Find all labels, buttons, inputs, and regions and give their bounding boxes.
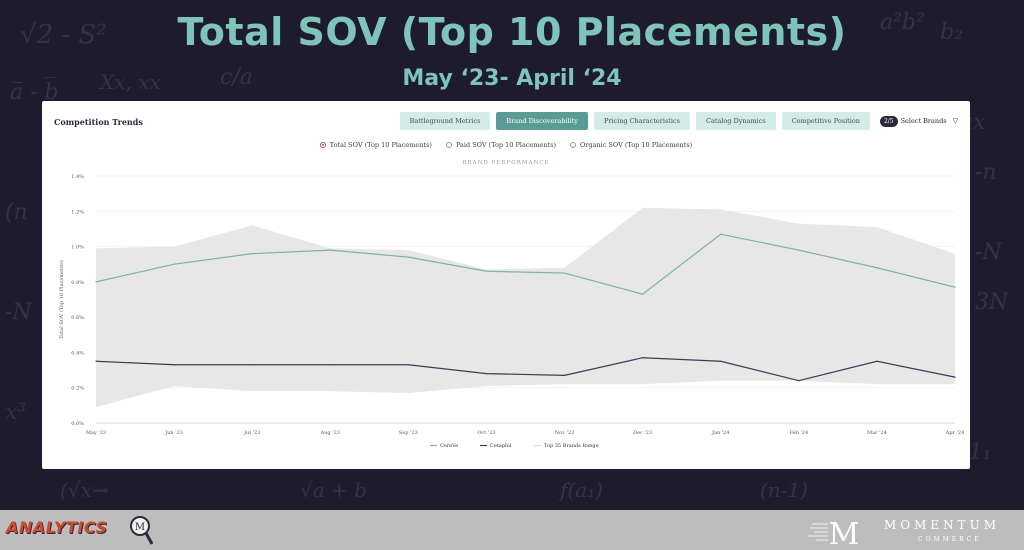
data-point-cetaphil	[407, 364, 409, 366]
y-tick-label: 0.8%	[71, 280, 84, 286]
footer-bar: ANALYTICS M M MOMENTUM COMMERCE	[0, 510, 1024, 550]
x-tick-label: Jun '23	[164, 430, 183, 436]
slide-subtitle: May ‘23- April ‘24	[402, 66, 622, 91]
x-tick-label: Sep '23	[399, 430, 418, 436]
brand-count-badge: 2/5	[879, 115, 898, 127]
y-tick-label: 1.0%	[71, 245, 84, 251]
data-point-cetaphil	[485, 373, 488, 375]
slide-title: Total SOV (Top 10 Placements)	[177, 10, 847, 54]
tab-pricing-characteristics[interactable]: Pricing Characteristics	[593, 112, 690, 130]
chart-title: BRAND PERFORMANCE	[462, 160, 550, 166]
data-point-cerave	[798, 249, 800, 251]
data-point-cetaphil	[954, 376, 956, 378]
y-tick-label: 1.2%	[71, 209, 84, 215]
range-band	[96, 207, 955, 408]
data-point-cerave	[407, 256, 409, 258]
brand-performance-chart: 0.0% 0.2% 0.4% 0.6% 0.8% 1.0% 1.2% 1.4% May '23 J…	[58, 174, 965, 449]
legend-label: CeraVe	[440, 443, 458, 449]
select-brands-label: Select Brands	[900, 117, 947, 125]
svg-text:M: M	[135, 522, 145, 533]
series-line-cerave	[95, 233, 956, 295]
tab-brand-discoverability[interactable]: Brand Discoverability	[496, 112, 588, 130]
data-point-cetaphil	[876, 360, 878, 362]
data-point-cerave	[485, 270, 488, 272]
data-point-cerave	[563, 272, 566, 274]
data-point-cetaphil	[329, 364, 331, 366]
x-tick-label: Jul '23	[243, 430, 260, 436]
tab-competitive-position[interactable]: Competitive Position	[781, 112, 870, 130]
legend-label: Cetaphil	[490, 443, 512, 449]
radio-paid-sov[interactable]: Paid SOV (Top 10 Placements)	[445, 141, 556, 149]
data-point-cetaphil	[95, 360, 97, 362]
data-point-cerave	[329, 249, 331, 251]
company-subtitle: COMMERCE	[918, 536, 982, 543]
x-tick-label: Mar '24	[867, 430, 887, 436]
metric-radio-group: Total SOV (Top 10 Placements) Paid SOV (…	[42, 141, 970, 149]
y-tick-label: 0.0%	[71, 421, 84, 427]
analytics-logo: ANALYTICS	[6, 518, 108, 537]
data-point-cerave	[251, 253, 253, 255]
radio-label: Paid SOV (Top 10 Placements)	[455, 141, 556, 149]
tab-bar: Battleground Metrics Brand Discoverabili…	[399, 112, 958, 130]
data-point-cerave	[95, 281, 97, 283]
select-brands-dropdown[interactable]: 2/5 Select Brands ▽	[876, 115, 958, 127]
data-point-cerave	[876, 267, 878, 269]
radio-total-sov[interactable]: Total SOV (Top 10 Placements)	[319, 141, 432, 149]
y-tick-label: 0.2%	[71, 386, 84, 392]
data-point-cetaphil	[563, 374, 566, 376]
data-point-cerave	[642, 293, 644, 295]
y-axis-label: Total SOV (Top 10 Placements)	[58, 260, 65, 339]
x-tick-label: Jan '24	[711, 430, 730, 436]
data-point-cerave	[954, 286, 956, 288]
data-point-cerave	[173, 263, 175, 265]
y-tick-label: 0.4%	[71, 350, 84, 356]
radio-dot-icon	[319, 142, 326, 148]
y-tick-label: 0.6%	[71, 315, 84, 321]
series-line-cetaphil	[95, 357, 956, 382]
tab-battleground-metrics[interactable]: Battleground Metrics	[399, 112, 491, 130]
radio-label: Organic SOV (Top 10 Placements)	[579, 141, 693, 149]
x-tick-label: Feb '24	[789, 430, 808, 436]
data-point-cetaphil	[720, 360, 722, 362]
radio-dot-icon	[569, 142, 576, 148]
radio-organic-sov[interactable]: Organic SOV (Top 10 Placements)	[569, 141, 693, 149]
data-point-cetaphil	[251, 364, 253, 366]
x-tick-label: Nov '23	[555, 430, 575, 436]
x-tick-label: Dec '23	[633, 430, 652, 436]
momentum-m-logo-icon: M	[808, 517, 860, 548]
x-tick-label: Aug '23	[320, 430, 340, 436]
panel-header: Competition Trends	[54, 117, 143, 127]
data-point-cetaphil	[173, 364, 175, 366]
x-tick-label: May '23	[86, 430, 106, 436]
company-name: MOMENTUM	[884, 518, 1001, 532]
svg-text:M: M	[829, 517, 860, 548]
data-point-cerave	[720, 233, 722, 235]
chevron-down-icon: ▽	[952, 117, 958, 125]
magnifier-logo-icon: M	[130, 516, 154, 545]
x-tick-label: Apr '24	[945, 430, 965, 436]
competition-trends-panel: Competition Trends Battleground Metrics …	[42, 101, 970, 469]
y-tick-label: 1.4%	[71, 174, 84, 180]
radio-dot-icon	[445, 142, 452, 148]
x-tick-label: Oct '23	[477, 430, 495, 436]
legend-label: Top 35 Brands Range	[544, 443, 599, 449]
data-point-cetaphil	[642, 357, 644, 359]
tab-catalog-dynamics[interactable]: Catalog Dynamics	[695, 112, 776, 130]
radio-label: Total SOV (Top 10 Placements)	[329, 141, 432, 149]
data-point-cetaphil	[798, 380, 800, 382]
